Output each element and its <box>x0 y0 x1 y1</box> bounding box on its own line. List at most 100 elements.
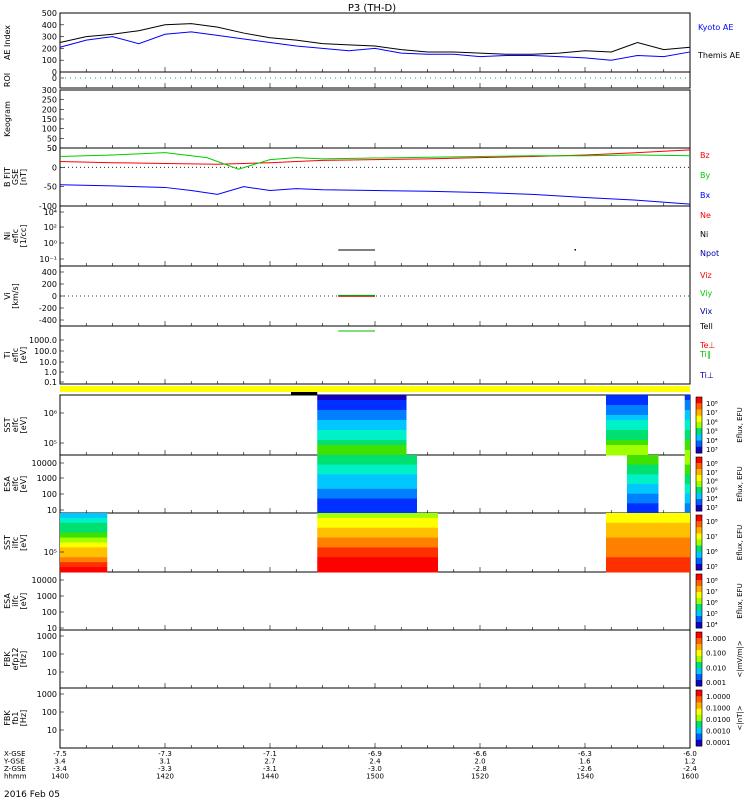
y-axis-label-fbk_e: FBK <box>3 651 12 667</box>
x-axis-tick-label: 1600 <box>681 773 699 781</box>
spectrogram-cell <box>627 498 659 504</box>
spectrogram-cell <box>60 542 108 548</box>
y-tick-label-esa_e: 1000 <box>37 474 57 483</box>
y-axis-label-temperature: [eV] <box>19 347 28 364</box>
colorbar-segment <box>696 533 702 540</box>
y-tick-label-bfield: -100 <box>39 202 57 211</box>
y-tick-label-velocity: 400 <box>42 268 57 277</box>
colorbar-tick-label: 0.010 <box>706 664 726 672</box>
colorbar-segment <box>696 527 702 534</box>
spectrogram-cell <box>60 547 108 553</box>
spectrogram-cell <box>684 474 690 480</box>
x-axis-tick-label: 3.1 <box>159 758 170 766</box>
spectrogram-cell <box>627 484 659 490</box>
colorbar-tick-label: 10⁵ <box>706 563 718 571</box>
spectrogram-cell <box>627 508 659 514</box>
spectrogram-cell <box>606 435 648 441</box>
x-axis-row-label: Y-GSE <box>3 758 25 766</box>
x-axis-tick-label: -3.1 <box>263 765 277 773</box>
spectrogram-cell <box>317 420 407 426</box>
y-tick-label-density: 10⁴ <box>44 208 57 217</box>
colorbar-segment <box>696 604 702 611</box>
spectrogram-cell <box>684 455 690 461</box>
panel-frame-ae <box>59 12 691 73</box>
legend-entry-velocity: Viy <box>700 289 713 298</box>
colorbar-segment <box>696 421 702 429</box>
spectrogram-cell <box>317 430 407 436</box>
spectrogram-cell <box>684 503 690 509</box>
y-axis-label-velocity: [km/s] <box>11 283 20 309</box>
y-tick-label-velocity: 0 <box>52 292 57 301</box>
colorbar-segment <box>696 463 702 470</box>
colorbar-frame <box>695 631 703 687</box>
y-tick-label-esa_e: 10000 <box>32 459 57 468</box>
y-axis-label-velocity: Vi <box>3 292 12 300</box>
spectrogram-cell <box>60 552 108 558</box>
y-tick-label-keogram: 250 <box>42 96 57 105</box>
colorbar-segment <box>696 656 702 663</box>
plot-title: P3 (TH-D) <box>348 3 396 14</box>
colorbar-tick-label: 10⁶ <box>706 478 718 486</box>
spectrogram-cell <box>317 415 407 421</box>
y-axis-label-bfield: [nT] <box>19 169 28 185</box>
colorbar-tick-label: 10⁸ <box>706 518 718 526</box>
colorbar-label: Eflux, EFU <box>736 407 744 442</box>
spectrogram-cell <box>317 469 417 475</box>
x-axis-tick-label: 1.2 <box>684 758 695 766</box>
x-axis-tick-label: 1420 <box>156 773 174 781</box>
spectrogram-cell <box>684 464 690 470</box>
colorbar-tick-label: 10⁷ <box>706 409 718 417</box>
spectrogram-cell <box>606 567 690 573</box>
spectrogram-cell <box>60 567 108 573</box>
colorbar-tick-label: 10⁸ <box>706 577 718 585</box>
spectrogram-cell <box>606 542 690 548</box>
y-tick-label-density: 10² <box>44 223 57 232</box>
spectrogram-cell <box>60 522 108 529</box>
y-tick-label-sst_i: 10⁵ <box>44 548 57 557</box>
spectrogram-cell <box>317 405 407 411</box>
colorbar-segment <box>696 557 702 565</box>
colorbar-tick-label: 10⁴ <box>706 621 718 629</box>
colorbar-segment <box>696 499 702 506</box>
y-tick-label-ae: 100 <box>42 56 57 65</box>
colorbar-tick-label: 10⁴ <box>706 495 718 503</box>
colorbar-segment <box>696 714 702 722</box>
y-tick-label-esa_e: 100 <box>42 490 57 499</box>
spectrogram-cell <box>60 517 108 524</box>
colorbar-segment <box>696 434 702 442</box>
colorbar-tick-label: 10⁷ <box>706 588 718 596</box>
spectrogram-cell <box>684 498 690 504</box>
y-tick-label-density: 10⁻¹ <box>39 255 57 264</box>
colorbar-segment <box>696 428 702 435</box>
colorbar-tick-label: 1.000 <box>706 635 726 643</box>
colorbar-tick-label: 10⁴ <box>706 437 718 445</box>
legend-entry-ae: Themis AE <box>697 51 740 60</box>
y-axis-label-temperature: Ti <box>3 352 12 360</box>
colorbar-tick-label: 10⁸ <box>706 460 718 468</box>
spectrogram-cell <box>684 405 690 411</box>
y-tick-label-ae: 400 <box>42 21 57 30</box>
colorbar-segment <box>696 650 702 657</box>
spectrogram-cell <box>606 450 648 456</box>
x-axis-tick-label: -2.6 <box>578 765 592 773</box>
colorbar-segment <box>696 403 702 410</box>
spectrogram-cell <box>317 508 417 514</box>
spectrogram-cell <box>684 445 690 451</box>
y-axis-label-sst_i: ilfc <box>11 537 20 549</box>
x-axis-tick-label: 2.7 <box>264 758 275 766</box>
y-tick-label-sst_e: 10⁵ <box>44 439 57 448</box>
spectrogram-cell <box>317 562 438 568</box>
colorbar-tick-label: 1.0000 <box>706 693 731 701</box>
colorbar-segment <box>696 415 702 423</box>
colorbar-segment <box>696 586 702 593</box>
spectrogram-cell <box>317 537 438 543</box>
spectrogram-cell <box>627 464 659 470</box>
colorbar-segment <box>696 739 702 747</box>
spectrogram-cell <box>684 508 690 514</box>
colorbar-segment <box>696 696 702 703</box>
legend-entry-bfield: Bx <box>700 191 710 200</box>
y-tick-label-keogram: 50 <box>47 134 57 143</box>
spectrogram-cell <box>606 410 648 416</box>
spectrogram-cell <box>317 395 407 401</box>
